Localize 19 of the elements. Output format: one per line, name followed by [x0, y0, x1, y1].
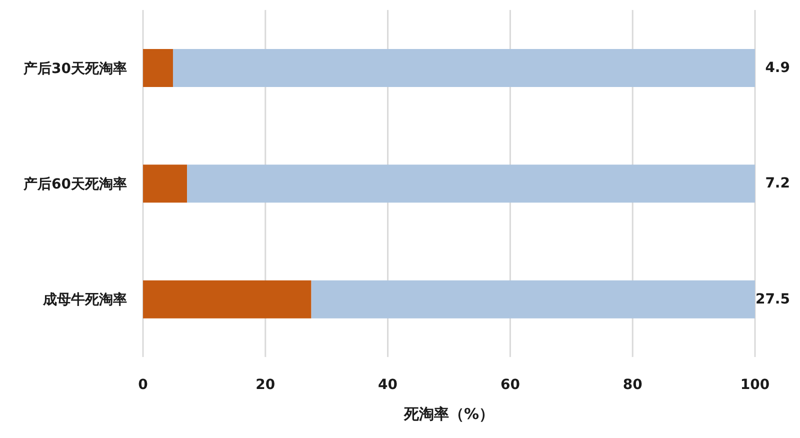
- x-tick-label: 20: [256, 376, 276, 393]
- x-axis-title: 死淘率（%）: [402, 405, 494, 423]
- bar: [143, 49, 173, 87]
- data-label: 4.9: [765, 60, 790, 76]
- bar: [143, 280, 312, 318]
- y-tick-label: 产后60天死淘率: [22, 175, 127, 192]
- y-tick-label: 成母牛死淘率: [42, 291, 127, 308]
- bar: [172, 49, 755, 87]
- bar: [311, 280, 755, 318]
- x-tick-label: 40: [378, 376, 398, 393]
- x-tick-label: 100: [740, 376, 770, 393]
- data-label: 7.2: [765, 176, 790, 192]
- y-tick-label: 产后30天死淘率: [22, 60, 127, 77]
- bar: [187, 164, 755, 203]
- bar: [143, 164, 188, 203]
- x-tick-label: 0: [138, 376, 148, 393]
- x-tick-label: 80: [622, 376, 643, 393]
- data-label: 27.5: [755, 291, 790, 308]
- x-tick-label: 60: [500, 376, 520, 393]
